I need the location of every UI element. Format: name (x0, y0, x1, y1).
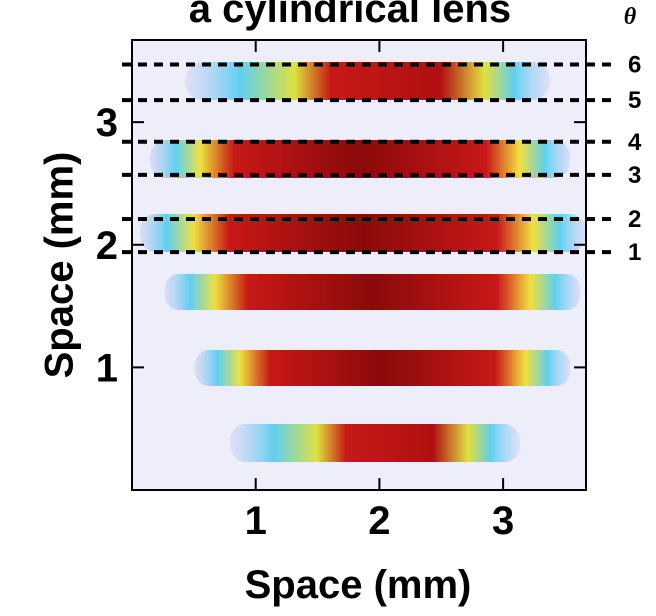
line-label: 6 (628, 52, 641, 79)
page: a cylindrical lens Space (mm) Space (mm)… (0, 0, 656, 616)
stripe (195, 350, 570, 386)
line-label: 5 (628, 87, 641, 114)
line-label: 1 (628, 239, 641, 266)
y-axis-label: Space (mm) (38, 152, 82, 379)
line-label: 3 (628, 162, 641, 189)
stripe (185, 62, 550, 100)
chart: a cylindrical lens Space (mm) Space (mm)… (0, 0, 656, 616)
x-tick-label: 3 (492, 499, 514, 543)
line-label: 2 (628, 206, 641, 233)
line-label: 4 (628, 129, 642, 156)
stripe (150, 140, 570, 178)
x-tick-label: 2 (368, 499, 390, 543)
stripe (230, 424, 520, 462)
chart-title: a cylindrical lens (189, 0, 511, 31)
x-axis-label: Space (mm) (245, 563, 472, 607)
y-tick-label: 2 (96, 224, 118, 268)
x-tick-label: 1 (245, 499, 267, 543)
y-tick-label: 1 (96, 346, 118, 390)
theta-label: θ (624, 4, 637, 30)
image-background (132, 40, 586, 490)
stripe (165, 274, 580, 310)
y-tick-label: 3 (96, 101, 118, 145)
